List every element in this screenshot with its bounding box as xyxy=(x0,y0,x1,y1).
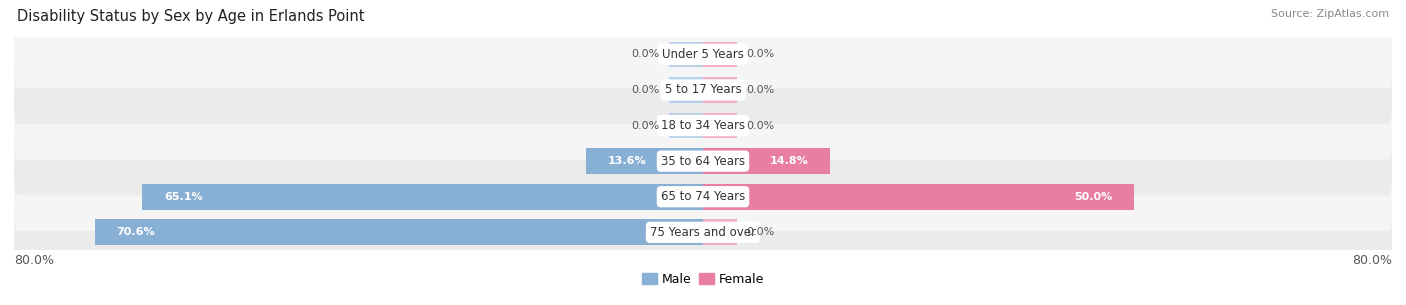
Text: 0.0%: 0.0% xyxy=(747,49,775,59)
Bar xyxy=(703,220,738,245)
FancyBboxPatch shape xyxy=(14,56,1392,124)
Bar xyxy=(142,184,703,210)
Text: 0.0%: 0.0% xyxy=(747,85,775,95)
Text: 35 to 64 Years: 35 to 64 Years xyxy=(661,155,745,168)
Text: Source: ZipAtlas.com: Source: ZipAtlas.com xyxy=(1271,9,1389,19)
Text: 0.0%: 0.0% xyxy=(747,227,775,237)
Text: 80.0%: 80.0% xyxy=(1353,253,1392,267)
Text: 80.0%: 80.0% xyxy=(14,253,53,267)
Text: Under 5 Years: Under 5 Years xyxy=(662,48,744,61)
Text: 50.0%: 50.0% xyxy=(1074,192,1112,202)
Text: 70.6%: 70.6% xyxy=(117,227,155,237)
FancyBboxPatch shape xyxy=(14,20,1392,88)
FancyBboxPatch shape xyxy=(14,198,1392,267)
Text: 14.8%: 14.8% xyxy=(770,156,808,166)
Text: 75 Years and over: 75 Years and over xyxy=(650,226,756,239)
Bar xyxy=(703,184,1133,210)
Text: 0.0%: 0.0% xyxy=(747,120,775,131)
Bar xyxy=(669,77,703,103)
Bar xyxy=(669,41,703,67)
FancyBboxPatch shape xyxy=(14,92,1392,160)
Legend: Male, Female: Male, Female xyxy=(637,268,769,291)
Text: 0.0%: 0.0% xyxy=(631,85,659,95)
Text: 0.0%: 0.0% xyxy=(631,120,659,131)
Bar xyxy=(703,113,738,138)
Bar xyxy=(669,113,703,138)
Bar xyxy=(703,41,738,67)
Text: 65.1%: 65.1% xyxy=(165,192,202,202)
FancyBboxPatch shape xyxy=(14,127,1392,195)
FancyBboxPatch shape xyxy=(14,163,1392,231)
Text: 13.6%: 13.6% xyxy=(607,156,645,166)
Bar xyxy=(703,148,831,174)
Text: 5 to 17 Years: 5 to 17 Years xyxy=(665,84,741,96)
Bar xyxy=(96,220,703,245)
Bar xyxy=(703,77,738,103)
Text: 65 to 74 Years: 65 to 74 Years xyxy=(661,190,745,203)
Text: 0.0%: 0.0% xyxy=(631,49,659,59)
Text: Disability Status by Sex by Age in Erlands Point: Disability Status by Sex by Age in Erlan… xyxy=(17,9,364,24)
Bar xyxy=(586,148,703,174)
Text: 18 to 34 Years: 18 to 34 Years xyxy=(661,119,745,132)
